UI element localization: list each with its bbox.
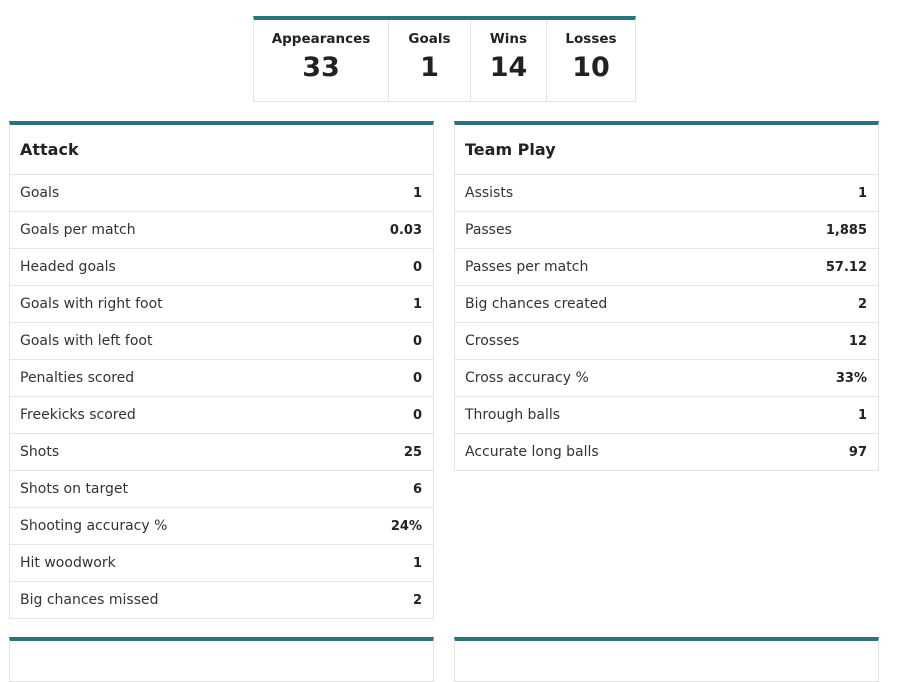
stat-row: Big chances created 2 — [455, 286, 878, 323]
summary-cell: Losses 10 — [547, 20, 635, 101]
stat-value: 1 — [412, 185, 422, 201]
summary-label: Goals — [408, 31, 451, 47]
summary-value: 1 — [420, 52, 439, 83]
stat-row: Goals 1 — [10, 175, 433, 212]
stat-label: Big chances created — [465, 296, 608, 312]
stat-panel: Team Play Assists 1 Passes 1,885 Passes per m… — [454, 121, 879, 471]
stat-row: Accurate long balls 97 — [455, 434, 878, 470]
page: Appearances 33 Goals 1 Wins 14 Losses 10 Attack… — [9, 16, 879, 682]
stat-label: Passes — [465, 222, 512, 238]
stat-label: Hit woodwork — [20, 555, 116, 571]
summary-label: Losses — [565, 31, 617, 47]
stat-row: Goals per match 0.03 — [10, 212, 433, 249]
stat-value: 0 — [412, 333, 422, 349]
stat-row: Through balls 1 — [455, 397, 878, 434]
stat-row: Passes per match 57.12 — [455, 249, 878, 286]
stat-row: Penalties scored 0 — [10, 360, 433, 397]
stat-label: Assists — [465, 185, 514, 201]
panel-title: Attack — [10, 125, 433, 175]
stat-row: Goals with right foot 1 — [10, 286, 433, 323]
stat-label: Goals with left foot — [20, 333, 153, 349]
stat-label: Shots — [20, 444, 60, 460]
stat-label: Cross accuracy % — [465, 370, 589, 386]
stat-value: 57.12 — [825, 259, 867, 275]
stat-value: 1 — [412, 296, 422, 312]
summary-value: 10 — [572, 52, 610, 83]
summary-value: 33 — [302, 52, 340, 83]
stat-label: Shooting accuracy % — [20, 518, 168, 534]
stat-row: Hit woodwork 1 — [10, 545, 433, 582]
stat-row: Assists 1 — [455, 175, 878, 212]
stat-value: 2 — [857, 296, 867, 312]
summary-cell: Wins 14 — [471, 20, 547, 101]
stat-row: Big chances missed 2 — [10, 582, 433, 618]
stat-value: 24% — [390, 518, 422, 534]
stat-row: Cross accuracy % 33% — [455, 360, 878, 397]
stat-value: 97 — [848, 444, 867, 460]
stat-value: 1 — [412, 555, 422, 571]
summary-cell: Goals 1 — [389, 20, 471, 101]
stat-value: 0 — [412, 370, 422, 386]
summary-cell: Appearances 33 — [254, 20, 389, 101]
stat-label: Goals — [20, 185, 60, 201]
stat-label: Big chances missed — [20, 592, 159, 608]
stat-value: 0 — [412, 259, 422, 275]
panel-title: Team Play — [455, 125, 878, 175]
next-panel — [454, 637, 879, 682]
stat-value: 1,885 — [825, 222, 867, 238]
summary-value: 14 — [489, 52, 528, 83]
stat-row: Goals with left foot 0 — [10, 323, 433, 360]
stat-row: Shooting accuracy % 24% — [10, 508, 433, 545]
stat-value: 0.03 — [389, 222, 422, 238]
stat-value: 2 — [412, 592, 422, 608]
stat-label: Crosses — [465, 333, 520, 349]
stat-value: 25 — [403, 444, 422, 460]
stat-row: Shots on target 6 — [10, 471, 433, 508]
stat-label: Through balls — [465, 407, 561, 423]
next-panel — [9, 637, 434, 682]
stat-label: Accurate long balls — [465, 444, 599, 460]
stat-panel: Attack Goals 1 Goals per match 0.03 Headed go… — [9, 121, 434, 619]
stat-label: Goals per match — [20, 222, 136, 238]
stat-row: Crosses 12 — [455, 323, 878, 360]
stat-label: Shots on target — [20, 481, 129, 497]
stat-value: 33% — [835, 370, 867, 386]
stat-value: 1 — [857, 407, 867, 423]
summary-label: Wins — [489, 31, 528, 47]
stat-label: Passes per match — [465, 259, 589, 275]
summary-bar: Appearances 33 Goals 1 Wins 14 Losses 10 — [253, 16, 636, 102]
stat-row: Passes 1,885 — [455, 212, 878, 249]
stat-row: Freekicks scored 0 — [10, 397, 433, 434]
stat-value: 6 — [412, 481, 422, 497]
stat-label: Freekicks scored — [20, 407, 136, 423]
stat-value: 0 — [412, 407, 422, 423]
stat-value: 1 — [857, 185, 867, 201]
stat-label: Headed goals — [20, 259, 116, 275]
stat-row: Headed goals 0 — [10, 249, 433, 286]
summary-label: Appearances — [271, 31, 371, 47]
stat-label: Goals with right foot — [20, 296, 163, 312]
stat-row: Shots 25 — [10, 434, 433, 471]
stat-value: 12 — [848, 333, 867, 349]
stat-label: Penalties scored — [20, 370, 135, 386]
